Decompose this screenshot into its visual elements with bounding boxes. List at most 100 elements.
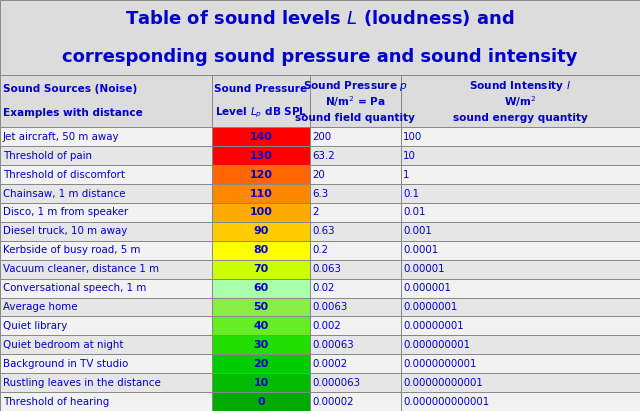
Bar xyxy=(401,203,640,222)
Text: 30: 30 xyxy=(253,340,269,350)
Text: 0.000000001: 0.000000001 xyxy=(403,340,470,350)
Text: 10: 10 xyxy=(403,151,416,161)
Text: Sound Pressure: Sound Pressure xyxy=(214,84,308,94)
Bar xyxy=(212,373,310,392)
Bar xyxy=(401,146,640,165)
Text: sound field quantity: sound field quantity xyxy=(295,113,415,123)
Text: Vacuum cleaner, distance 1 m: Vacuum cleaner, distance 1 m xyxy=(3,264,159,274)
Text: Kerbside of busy road, 5 m: Kerbside of busy road, 5 m xyxy=(3,245,140,255)
Bar xyxy=(401,75,640,127)
Bar xyxy=(0,279,212,298)
Text: Table of sound levels $\mathit{L}$ (loudness) and: Table of sound levels $\mathit{L}$ (loud… xyxy=(125,8,515,28)
Text: 0.1: 0.1 xyxy=(403,189,419,199)
Text: 2: 2 xyxy=(312,208,319,217)
Text: 10: 10 xyxy=(253,378,269,388)
Text: Sound Pressure $\mathit{p}$: Sound Pressure $\mathit{p}$ xyxy=(303,79,408,93)
Bar xyxy=(401,279,640,298)
Bar xyxy=(0,316,212,335)
Bar xyxy=(212,241,310,260)
Text: 130: 130 xyxy=(250,151,273,161)
Bar xyxy=(0,241,212,260)
Bar xyxy=(310,184,401,203)
Text: 70: 70 xyxy=(253,264,269,274)
Bar xyxy=(310,373,401,392)
Text: 0.001: 0.001 xyxy=(403,226,432,236)
Text: Quiet library: Quiet library xyxy=(3,321,67,331)
Text: 0.00000001: 0.00000001 xyxy=(403,321,464,331)
Text: 0.000001: 0.000001 xyxy=(403,283,451,293)
Text: Average home: Average home xyxy=(3,302,77,312)
Bar xyxy=(401,354,640,373)
Bar xyxy=(401,184,640,203)
Text: 0.000063: 0.000063 xyxy=(312,378,360,388)
Text: 0.00000000001: 0.00000000001 xyxy=(403,378,483,388)
Bar xyxy=(310,260,401,279)
Text: 20: 20 xyxy=(253,359,269,369)
Bar xyxy=(401,298,640,316)
Text: 110: 110 xyxy=(250,189,273,199)
Bar xyxy=(212,354,310,373)
Text: 60: 60 xyxy=(253,283,269,293)
Text: 140: 140 xyxy=(250,132,273,142)
Text: Sound Sources (Noise): Sound Sources (Noise) xyxy=(3,84,137,94)
Text: 0.063: 0.063 xyxy=(312,264,341,274)
Bar xyxy=(401,373,640,392)
Text: 0.000000000001: 0.000000000001 xyxy=(403,397,490,406)
Bar xyxy=(0,392,212,411)
Bar xyxy=(212,298,310,316)
Text: Diesel truck, 10 m away: Diesel truck, 10 m away xyxy=(3,226,127,236)
Bar xyxy=(401,222,640,241)
Bar xyxy=(212,335,310,354)
Bar xyxy=(212,127,310,146)
Text: 200: 200 xyxy=(312,132,332,142)
Text: Disco, 1 m from speaker: Disco, 1 m from speaker xyxy=(3,208,128,217)
Bar xyxy=(310,354,401,373)
Text: 100: 100 xyxy=(250,208,273,217)
Text: Examples with distance: Examples with distance xyxy=(3,108,143,118)
Text: sound energy quantity: sound energy quantity xyxy=(453,113,588,123)
Bar xyxy=(310,241,401,260)
Text: 20: 20 xyxy=(312,170,325,180)
Bar xyxy=(310,279,401,298)
Bar xyxy=(212,184,310,203)
Text: 0: 0 xyxy=(257,397,265,406)
Bar xyxy=(0,184,212,203)
Bar xyxy=(0,127,212,146)
Bar xyxy=(212,222,310,241)
Bar xyxy=(212,316,310,335)
Bar xyxy=(310,316,401,335)
Text: Jet aircraft, 50 m away: Jet aircraft, 50 m away xyxy=(3,132,119,142)
Text: 0.00063: 0.00063 xyxy=(312,340,354,350)
Bar xyxy=(310,392,401,411)
Text: 0.02: 0.02 xyxy=(312,283,335,293)
Text: 90: 90 xyxy=(253,226,269,236)
Text: 0.0000001: 0.0000001 xyxy=(403,302,458,312)
Bar xyxy=(212,392,310,411)
Bar xyxy=(310,298,401,316)
Bar xyxy=(212,260,310,279)
Bar xyxy=(0,165,212,184)
Text: 0.002: 0.002 xyxy=(312,321,341,331)
Text: 0.63: 0.63 xyxy=(312,226,335,236)
Text: Background in TV studio: Background in TV studio xyxy=(3,359,128,369)
Text: corresponding sound pressure and sound intensity: corresponding sound pressure and sound i… xyxy=(62,48,578,66)
Text: 1: 1 xyxy=(403,170,410,180)
Text: 63.2: 63.2 xyxy=(312,151,335,161)
Text: 80: 80 xyxy=(253,245,269,255)
Bar xyxy=(0,373,212,392)
Text: Rustling leaves in the distance: Rustling leaves in the distance xyxy=(3,378,161,388)
Bar xyxy=(0,146,212,165)
Bar xyxy=(310,127,401,146)
Text: 0.0002: 0.0002 xyxy=(312,359,348,369)
Text: 0.0000000001: 0.0000000001 xyxy=(403,359,477,369)
Text: Level $\mathit{L}_\mathit{p}$ dB SPL: Level $\mathit{L}_\mathit{p}$ dB SPL xyxy=(215,106,307,120)
Bar xyxy=(0,0,640,75)
Text: 0.00002: 0.00002 xyxy=(312,397,354,406)
Bar xyxy=(401,316,640,335)
Bar xyxy=(401,241,640,260)
Text: 0.2: 0.2 xyxy=(312,245,328,255)
Text: 100: 100 xyxy=(403,132,422,142)
Bar xyxy=(310,335,401,354)
Text: 0.0001: 0.0001 xyxy=(403,245,438,255)
Bar xyxy=(401,165,640,184)
